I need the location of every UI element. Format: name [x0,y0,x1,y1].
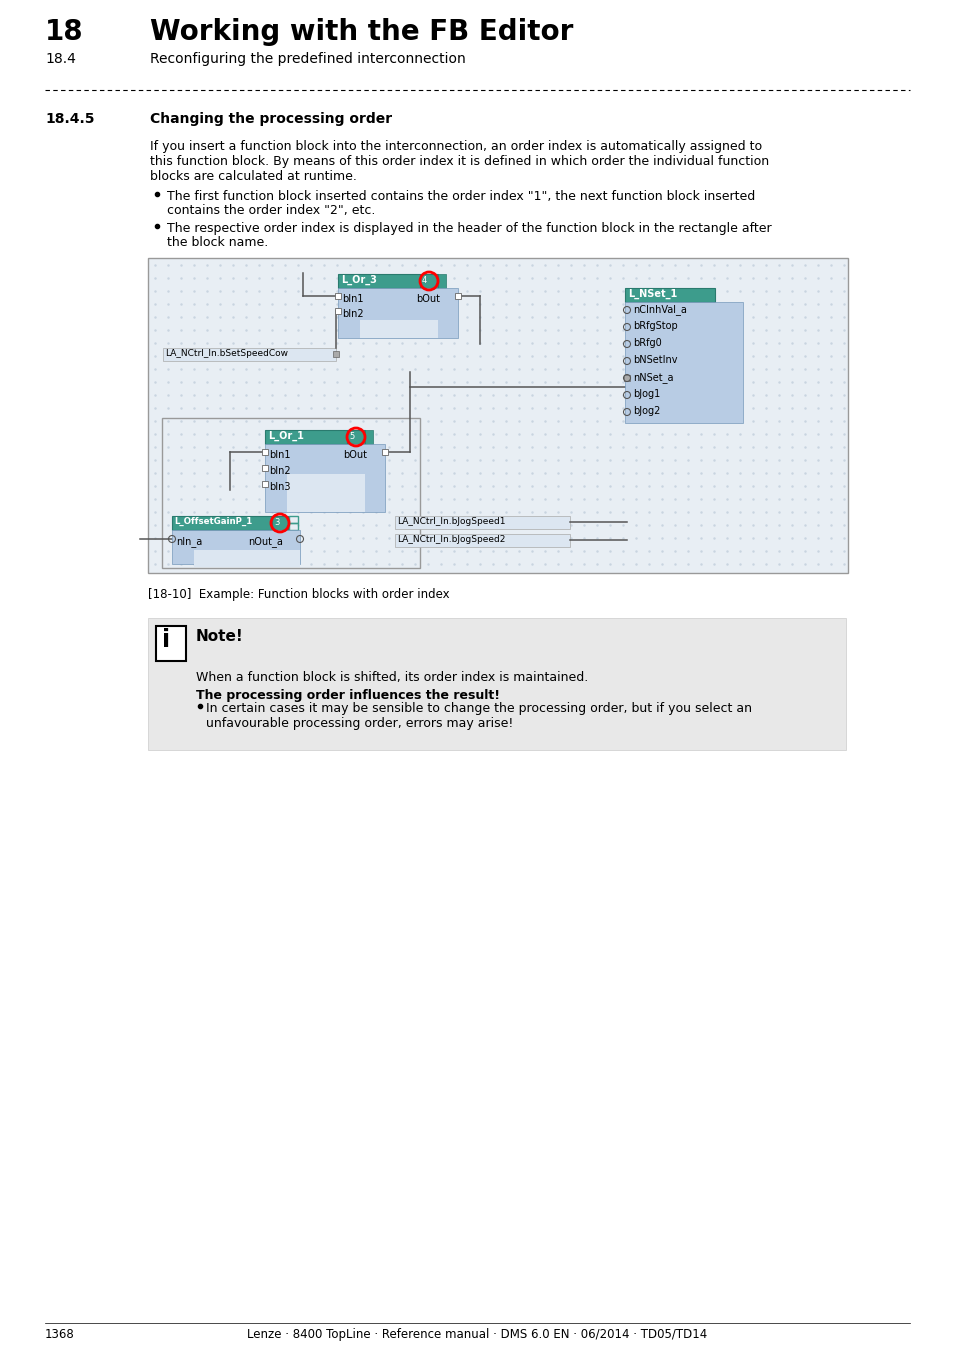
Text: bOut: bOut [343,450,367,460]
Text: 18: 18 [45,18,84,46]
Text: bJog2: bJog2 [633,406,659,416]
Bar [193,549,299,567]
Text: this function block. By means of this order index it is defined in which order t: this function block. By means of this or… [150,155,768,167]
Bar [148,618,845,751]
Text: L_OffsetGainP_1: L_OffsetGainP_1 [173,517,252,526]
Text: Working with the FB Editor: Working with the FB Editor [150,18,573,46]
Text: unfavourable processing order, errors may arise!: unfavourable processing order, errors ma… [206,717,513,730]
Text: bJog1: bJog1 [633,389,659,400]
Bar [395,516,569,529]
Text: i: i [162,628,170,652]
Bar [265,431,347,444]
Text: 18.4: 18.4 [45,53,76,66]
Text: contains the order index "2", etc.: contains the order index "2", etc. [167,204,375,217]
Bar [365,431,373,444]
Bar [163,348,335,360]
Text: If you insert a function block into the interconnection, an order index is autom: If you insert a function block into the … [150,140,761,153]
Text: 1368: 1368 [45,1328,74,1341]
Text: L_Or_3: L_Or_3 [340,275,376,285]
Text: The respective order index is displayed in the header of the function block in t: The respective order index is displayed … [167,221,771,235]
Text: Reconfiguring the predefined interconnection: Reconfiguring the predefined interconnec… [150,53,465,66]
Bar [437,274,446,288]
Text: bIn1: bIn1 [269,450,291,460]
Text: [18-10]  Example: Function blocks with order index: [18-10] Example: Function blocks with or… [148,589,449,601]
Bar [359,320,437,338]
Text: nNSet_a: nNSet_a [633,373,673,383]
Text: nCInhVal_a: nCInhVal_a [633,304,686,315]
Text: L_Or_1: L_Or_1 [268,431,304,441]
Bar [395,535,569,547]
Bar [624,288,714,302]
Text: LA_NCtrl_In.bJogSpeed2: LA_NCtrl_In.bJogSpeed2 [396,535,505,544]
Bar [337,274,419,288]
Text: LA_NCtrl_In.bJogSpeed1: LA_NCtrl_In.bJogSpeed1 [396,517,505,526]
Text: In certain cases it may be sensible to change the processing order, but if you s: In certain cases it may be sensible to c… [206,702,751,716]
Text: bRfgStop: bRfgStop [633,321,677,331]
Bar [272,516,288,531]
Bar [347,431,365,444]
Bar [337,288,457,338]
Bar [289,516,297,522]
Text: 4: 4 [421,275,427,285]
Bar [289,522,297,531]
Text: Note!: Note! [195,629,244,644]
Text: Lenze · 8400 TopLine · Reference manual · DMS 6.0 EN · 06/2014 · TD05/TD14: Lenze · 8400 TopLine · Reference manual … [247,1328,706,1341]
Text: the block name.: the block name. [167,236,268,248]
Text: bNSetInv: bNSetInv [633,355,677,364]
Bar [419,274,437,288]
Bar [172,516,272,531]
Bar [162,418,419,568]
Bar [148,258,847,572]
Text: nIn_a: nIn_a [175,536,202,547]
Text: bRfg0: bRfg0 [633,338,661,348]
Bar [172,531,299,564]
Text: The first function block inserted contains the order index "1", the next functio: The first function block inserted contai… [167,190,755,202]
Text: nOut_a: nOut_a [248,536,283,547]
Text: bIn2: bIn2 [341,309,363,319]
Text: L_NSet_1: L_NSet_1 [627,289,677,300]
Text: Changing the processing order: Changing the processing order [150,112,392,126]
Text: bIn3: bIn3 [269,482,291,491]
Bar [624,302,742,423]
Bar [287,491,365,512]
Text: bIn1: bIn1 [341,294,363,304]
Bar [287,474,365,491]
Text: blocks are calculated at runtime.: blocks are calculated at runtime. [150,170,356,184]
Bar [265,444,385,512]
Text: LA_NCtrl_In.bSetSpeedCow: LA_NCtrl_In.bSetSpeedCow [165,350,288,358]
Text: bIn2: bIn2 [269,466,291,477]
Text: 3: 3 [274,518,279,526]
Bar [156,626,186,661]
Text: The processing order influences the result!: The processing order influences the resu… [195,688,499,702]
Text: 18.4.5: 18.4.5 [45,112,94,126]
Text: bOut: bOut [416,294,439,304]
Text: 5: 5 [349,432,354,441]
Text: When a function block is shifted, its order index is maintained.: When a function block is shifted, its or… [195,671,588,684]
